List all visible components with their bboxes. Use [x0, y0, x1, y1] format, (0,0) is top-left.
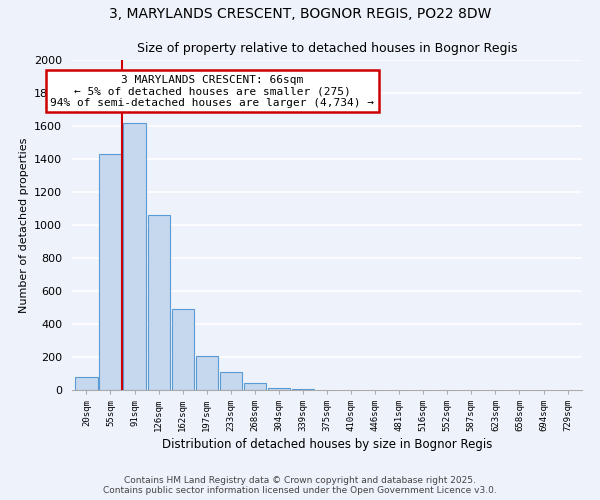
Bar [292, 389, 314, 390]
X-axis label: Distribution of detached houses by size in Bognor Regis: Distribution of detached houses by size … [162, 438, 492, 451]
Y-axis label: Number of detached properties: Number of detached properties [19, 138, 29, 312]
Text: Contains HM Land Registry data © Crown copyright and database right 2025.
Contai: Contains HM Land Registry data © Crown c… [103, 476, 497, 495]
Bar [220, 372, 242, 390]
Text: 3, MARYLANDS CRESCENT, BOGNOR REGIS, PO22 8DW: 3, MARYLANDS CRESCENT, BOGNOR REGIS, PO2… [109, 8, 491, 22]
Bar [100, 154, 122, 390]
Title: Size of property relative to detached houses in Bognor Regis: Size of property relative to detached ho… [137, 42, 517, 54]
Bar [244, 384, 266, 390]
Bar [268, 388, 290, 390]
Bar [76, 377, 98, 390]
Bar [148, 215, 170, 390]
Bar [196, 356, 218, 390]
Bar [172, 309, 194, 390]
Text: 3 MARYLANDS CRESCENT: 66sqm
← 5% of detached houses are smaller (275)
94% of sem: 3 MARYLANDS CRESCENT: 66sqm ← 5% of deta… [50, 75, 374, 108]
Bar [124, 122, 146, 390]
